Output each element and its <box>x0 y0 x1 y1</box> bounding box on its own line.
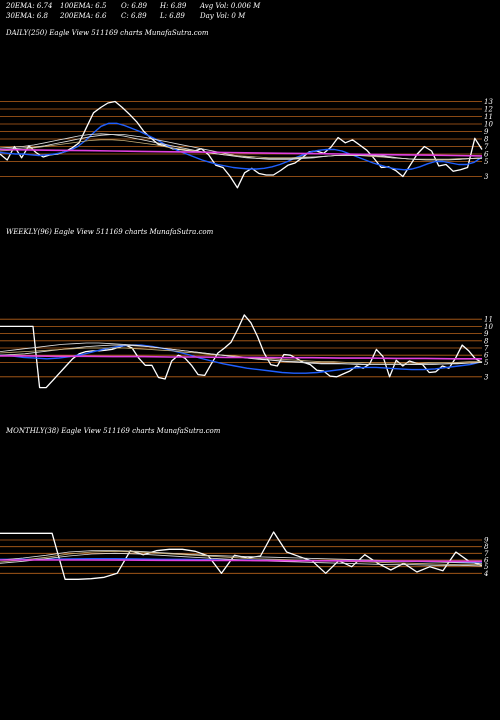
daily-tick-label: 10 <box>484 121 493 129</box>
daily-ema-slow-3-line <box>0 133 482 161</box>
daily-chart-title: DAILY(250) Eagle View 511169 charts Muna… <box>6 29 209 37</box>
weekly-tick-label: 10 <box>484 323 493 331</box>
weekly-tick-label: 5 <box>484 359 489 367</box>
header-ema100: 100EMA: 6.5 <box>60 2 107 10</box>
monthly-tick-label: 9 <box>484 537 489 545</box>
daily-ema-fast-line <box>0 122 483 171</box>
weekly-tick-label: 11 <box>484 316 493 324</box>
daily-tick-label: 12 <box>484 106 493 114</box>
monthly-tick-label: 6 <box>484 557 489 565</box>
header-day-vol: Day Vol: 0 M <box>200 12 246 20</box>
monthly-tick-label: 8 <box>484 543 489 551</box>
daily-tick-label: 9 <box>484 128 489 136</box>
header-ema30: 30EMA: 6.8 <box>6 12 48 20</box>
monthly-tick-label: 7 <box>484 550 489 558</box>
header-ema20: 20EMA: 6.74 <box>6 2 53 10</box>
weekly-ema-fast-line <box>0 344 483 374</box>
daily-tick-label: 8 <box>484 136 489 144</box>
weekly-chart-title: WEEKLY(96) Eagle View 511169 charts Muna… <box>6 228 214 236</box>
header-low: L: 6.89 <box>160 12 185 20</box>
weekly-tick-label: 3 <box>484 373 489 381</box>
header-ema200: 200EMA: 6.6 <box>60 12 107 20</box>
weekly-tick-label: 6 <box>484 352 489 360</box>
daily-tick-label: 13 <box>484 98 493 106</box>
weekly-average-line <box>0 355 482 360</box>
daily-tick-label: 7 <box>484 143 489 151</box>
weekly-tick-label: 9 <box>484 330 489 338</box>
monthly-tick-label: 4 <box>483 570 488 578</box>
header-avg-vol: Avg Vol: 0.006 M <box>200 2 261 10</box>
weekly-tick-label: 8 <box>484 337 489 345</box>
daily-price-line <box>0 100 483 189</box>
daily-tick-label: 11 <box>484 113 493 121</box>
daily-tick-label: 6 <box>484 151 489 159</box>
daily-average-line <box>0 148 483 157</box>
monthly-ema-slow-2-line <box>0 550 482 566</box>
monthly-tick-label: 5 <box>484 563 489 571</box>
header-close: C: 6.89 <box>121 12 147 20</box>
header-open: O: 6.89 <box>121 2 147 10</box>
weekly-tick-label: 7 <box>484 345 489 353</box>
monthly-average-line <box>0 559 483 563</box>
monthly-chart-title: MONTHLY(38) Eagle View 511169 charts Mun… <box>6 427 221 435</box>
daily-tick-label: 5 <box>484 158 489 166</box>
daily-tick-label: 3 <box>484 173 489 181</box>
header-high: H: 6.89 <box>160 2 187 10</box>
weekly-price-line <box>0 314 483 389</box>
